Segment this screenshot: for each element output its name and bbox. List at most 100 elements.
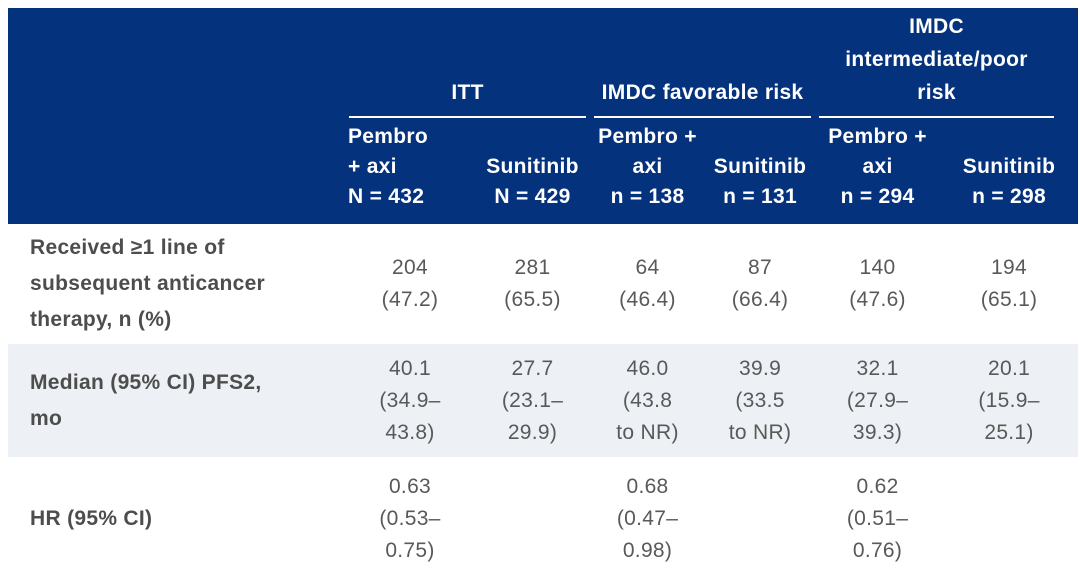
data-cell: 40.1 (34.9– 43.8) <box>345 344 475 457</box>
column-header-line: n = 294 <box>840 185 915 208</box>
value-line: (46.4) <box>619 288 676 311</box>
group-label-line: IMDC <box>909 15 964 38</box>
value-line: 64 <box>635 256 660 279</box>
results-table: ITT IMDC favorable risk IMDC intermediate/p… <box>8 8 1079 580</box>
value-line: 20.1 <box>987 356 1031 380</box>
data-cell: 0.62 (0.51– 0.76) <box>815 457 940 580</box>
data-cell: 20.1 (15.9– 25.1) <box>940 344 1078 457</box>
row-label-line: subsequent anticancer <box>30 272 266 295</box>
column-header-line: Sunitinib <box>486 155 579 178</box>
table-row-3: HR (95% CI) 0.63 (0.53– 0.75) 0.68 (0.47– 0.98… <box>8 457 1078 580</box>
data-cell: 64 (46.4) <box>590 224 705 344</box>
row-label-line: Median (95% CI) PFS2, <box>30 370 262 394</box>
group-label-line: ITT <box>451 81 484 104</box>
row-label-line: HR (95% CI) <box>30 506 153 530</box>
column-header-line: axi <box>632 155 663 178</box>
data-cell: 194 (65.1) <box>940 224 1078 344</box>
value-line: 194 <box>991 256 1027 279</box>
table-body: Received ≥1 line of subsequent anticancer… <box>8 224 1079 580</box>
value-line: 87 <box>748 256 772 279</box>
table-row-2: Median (95% CI) PFS2, mo 40.1 (34.9– 43.8) 27… <box>8 344 1079 457</box>
row-label-line: therapy, n (%) <box>30 308 172 331</box>
column-header-5: Pembro + axi n = 294 <box>815 118 941 224</box>
value-line: 27.7 <box>511 356 554 380</box>
group-label: ITT <box>349 76 587 118</box>
value-line: 39.9 <box>738 356 782 380</box>
data-cell: 0.63 (0.53– 0.75) <box>345 457 475 580</box>
group-label: IMDC intermediate/poor risk <box>819 10 1055 118</box>
value-line: 40.1 <box>388 356 432 380</box>
value-line: (47.6) <box>849 288 906 311</box>
value-line: 32.1 <box>856 356 899 380</box>
value-line: to NR) <box>616 420 679 444</box>
value-line: 43.8) <box>385 420 435 444</box>
value-line: 0.62 <box>856 474 899 498</box>
column-header-line: Sunitinib <box>713 155 807 178</box>
group-label-line: intermediate/poor <box>845 48 1028 71</box>
data-cell: 27.7 (23.1– 29.9) <box>475 344 590 457</box>
value-line: 140 <box>859 256 896 279</box>
value-line: (43.8 <box>622 388 673 412</box>
value-line: (65.1) <box>980 288 1038 311</box>
column-header-line: N = 429 <box>494 185 571 208</box>
column-group-header-2: IMDC favorable risk <box>590 8 816 118</box>
value-line: 39.3) <box>852 420 903 444</box>
column-header-1: Pembro + axi N = 432 <box>345 118 475 224</box>
data-cell: 204 (47.2) <box>345 224 475 344</box>
column-header-line: Pembro + <box>598 125 697 148</box>
value-line: 204 <box>392 256 428 279</box>
header-corner-cell <box>8 8 345 118</box>
group-label-line: risk <box>917 81 956 104</box>
value-line: (33.5 <box>735 388 785 412</box>
value-line: (65.5) <box>504 288 561 311</box>
column-header-line: n = 131 <box>723 185 797 208</box>
value-line: 0.63 <box>388 474 432 498</box>
value-line: to NR) <box>728 420 792 444</box>
row-label: Received ≥1 line of subsequent anticancer… <box>8 224 345 344</box>
column-header-6: Sunitinib n = 298 <box>940 118 1079 224</box>
row-label-line: Received ≥1 line of <box>30 236 225 259</box>
value-line: 281 <box>514 256 551 279</box>
sub-header-row: Pembro + axi N = 432 Sunitinib N = 429 Pembro… <box>8 118 1079 224</box>
value-line: (0.53– <box>379 506 441 530</box>
value-line: 25.1) <box>984 420 1034 444</box>
data-cell: 0.68 (0.47– 0.98) <box>590 457 705 580</box>
column-header-2: Sunitinib N = 429 <box>475 118 591 224</box>
value-line: 29.9) <box>507 420 558 444</box>
table-row-1: Received ≥1 line of subsequent anticancer… <box>8 224 1078 344</box>
row-label: HR (95% CI) <box>8 457 345 580</box>
data-cell: 140 (47.6) <box>815 224 940 344</box>
column-header-line: axi <box>862 155 893 178</box>
row-label-line: mo <box>30 406 63 430</box>
value-line: 46.0 <box>626 356 669 380</box>
column-group-header-3: IMDC intermediate/poor risk <box>815 8 1079 118</box>
value-line: 0.76) <box>852 538 903 562</box>
column-header-line: Pembro + <box>828 125 927 148</box>
data-cell <box>475 457 590 580</box>
row-label: Median (95% CI) PFS2, mo <box>8 344 345 457</box>
data-cell <box>705 457 815 580</box>
data-cell: 32.1 (27.9– 39.3) <box>815 344 940 457</box>
value-line: 0.75) <box>385 538 435 562</box>
column-group-header-1: ITT <box>345 8 591 118</box>
group-label-line: IMDC favorable risk <box>601 81 804 104</box>
group-header-row: ITT IMDC favorable risk IMDC intermediate/p… <box>8 8 1079 118</box>
header-corner-cell <box>8 118 345 224</box>
value-line: (34.9– <box>379 388 441 412</box>
column-header-4: Sunitinib n = 131 <box>705 118 816 224</box>
value-line: (27.9– <box>846 388 909 412</box>
column-header-line: Sunitinib <box>962 155 1056 178</box>
value-line: 0.98) <box>622 538 673 562</box>
column-header-line: n = 138 <box>610 185 685 208</box>
value-line: (15.9– <box>978 388 1040 412</box>
column-header-line: Pembro <box>348 125 428 148</box>
column-header-line: N = 432 <box>348 185 425 208</box>
column-header-3: Pembro + axi n = 138 <box>590 118 706 224</box>
data-cell: 46.0 (43.8 to NR) <box>590 344 705 457</box>
results-slide: ITT IMDC favorable risk IMDC intermediate/p… <box>0 8 1080 587</box>
group-label: IMDC favorable risk <box>594 76 812 118</box>
value-line: 0.68 <box>626 474 669 498</box>
value-line: (47.2) <box>381 288 439 311</box>
value-line: (0.51– <box>846 506 909 530</box>
value-line: (0.47– <box>616 506 679 530</box>
